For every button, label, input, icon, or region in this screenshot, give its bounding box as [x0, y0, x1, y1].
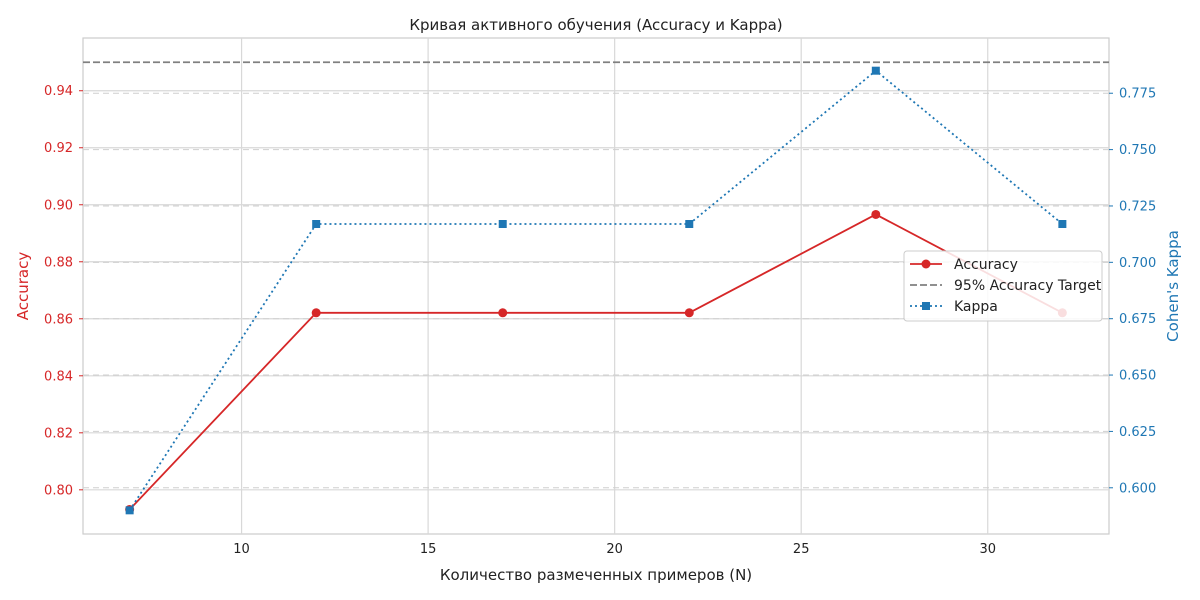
y-axis-right-label: Cohen's Kappa — [1164, 230, 1182, 342]
y-right-tick-label: 0.725 — [1119, 199, 1156, 214]
legend-item-accuracy: Accuracy — [910, 257, 1018, 273]
accuracy-line — [128, 213, 1063, 511]
legend-target-label: 95% Accuracy Target — [954, 278, 1102, 294]
y-left-tick-label: 0.82 — [44, 426, 73, 441]
kappa-point — [312, 220, 321, 228]
y-right-tick-label: 0.625 — [1119, 425, 1156, 440]
legend: Accuracy 95% Accuracy Target Kappa — [903, 250, 1103, 322]
tick-layer: 10 15 20 25 30 0.80 0.82 0.84 0.86 0.88 0.90 0.92 0.… — [44, 84, 1156, 557]
y-right-tick-label: 0.775 — [1119, 87, 1156, 102]
y-right-tick-label: 0.650 — [1119, 369, 1156, 384]
y-axis-left-label: Accuracy — [14, 252, 32, 321]
x-tick-label: 10 — [233, 542, 250, 557]
y-left-tick-label: 0.86 — [44, 312, 73, 327]
chart-title: Кривая активного обучения (Accuracy и Ka… — [409, 16, 782, 34]
y-right-tick-label: 0.700 — [1119, 256, 1156, 271]
kappa-point — [871, 66, 880, 75]
accuracy-point — [311, 308, 321, 318]
kappa-point — [498, 220, 507, 228]
y-left-tick-label: 0.88 — [44, 255, 73, 270]
legend-kappa-label: Kappa — [954, 299, 998, 315]
kappa-point — [1058, 220, 1067, 228]
x-tick-label: 20 — [606, 542, 623, 557]
y-left-tick-label: 0.84 — [44, 369, 73, 384]
y-right-tick-label: 0.750 — [1119, 143, 1156, 158]
y-left-tick-label: 0.92 — [44, 141, 73, 156]
x-axis-label: Количество размеченных примеров (N) — [440, 566, 752, 584]
accuracy-point — [498, 308, 508, 318]
legend-item-target: 95% Accuracy Target — [910, 278, 1102, 294]
kappa-point — [685, 220, 694, 228]
legend-box — [903, 250, 1103, 322]
x-tick-label: 30 — [979, 542, 996, 557]
legend-accuracy-label: Accuracy — [954, 257, 1018, 273]
x-tick-label: 25 — [793, 542, 810, 557]
grid-layer — [83, 38, 1109, 534]
accuracy-point — [871, 209, 881, 219]
legend-item-kappa: Kappa — [910, 299, 998, 315]
x-tick-label: 15 — [420, 542, 437, 557]
y-left-tick-label: 0.80 — [44, 483, 73, 498]
y-right-tick-label: 0.600 — [1119, 481, 1156, 496]
kappa-line — [128, 69, 1063, 511]
series-layer — [83, 61, 1109, 515]
accuracy-point — [684, 308, 694, 318]
legend-accuracy-marker — [921, 259, 931, 269]
legend-kappa-marker — [922, 302, 930, 310]
y-left-tick-label: 0.94 — [44, 84, 73, 99]
y-left-tick-label: 0.90 — [44, 198, 73, 213]
y-right-tick-label: 0.675 — [1119, 312, 1156, 327]
kappa-point — [125, 506, 134, 515]
